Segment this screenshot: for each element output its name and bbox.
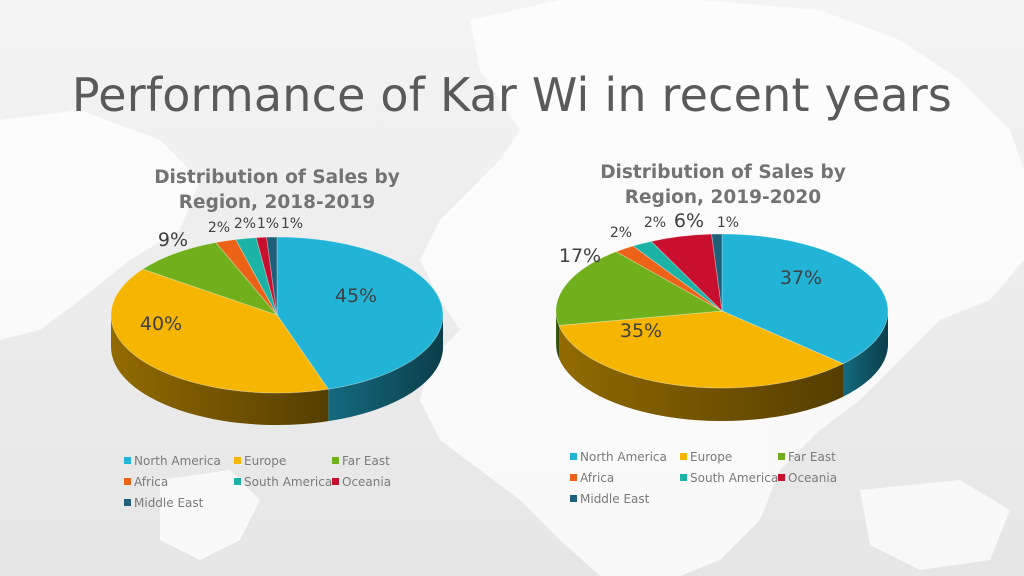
legend-swatch	[680, 453, 687, 460]
legend-item-middle-east: Middle East	[124, 496, 204, 510]
data-label-oceania: 1%	[257, 216, 279, 232]
legend-swatch	[332, 478, 339, 485]
pie-0-slices	[110, 236, 444, 425]
legend-swatch	[570, 495, 577, 502]
data-label-europe: 40%	[140, 313, 182, 335]
legend-swatch	[778, 453, 785, 460]
pie-side-shade-north-america	[843, 311, 888, 397]
legend-label: South America	[244, 475, 332, 489]
pie-slice-africa	[215, 239, 278, 316]
legend-swatch	[124, 478, 131, 485]
legend-swatch	[778, 474, 785, 481]
pie-slice-oceania	[650, 233, 723, 313]
legend-item-africa: Africa	[570, 471, 614, 485]
pie-slice-europe	[110, 268, 329, 394]
pie-slice-south-america	[632, 240, 723, 312]
data-label-europe: 35%	[620, 320, 662, 342]
chart-title-line-1: Distribution of Sales by	[154, 167, 400, 188]
legend-label: Africa	[580, 471, 614, 485]
legend-label: North America	[134, 454, 221, 468]
chart-title-line-1: Distribution of Sales by	[600, 162, 846, 183]
data-label-middle-east: 1%	[717, 215, 739, 231]
legend-item-north-america: North America	[570, 450, 667, 464]
legend-swatch	[680, 474, 687, 481]
pie-slice-middle-east	[266, 236, 278, 316]
svg-text:Region, 2018-2019: Region, 2018-2019	[179, 192, 375, 213]
legend-label: Africa	[134, 475, 168, 489]
legend-label: Oceania	[342, 475, 391, 489]
pie-slice-europe	[558, 310, 844, 389]
data-label-south-america: 2%	[234, 216, 256, 232]
pie-1-labels: 37% 35% 17% 2% 2% 6% 1%	[559, 210, 822, 342]
chart-title-line-2: Region, 2018-2019	[179, 192, 375, 213]
legend-item-europe: Europe	[234, 454, 286, 468]
legend-label: Far East	[788, 450, 836, 464]
pie-slice-oceania	[255, 236, 278, 316]
legend-swatch	[234, 457, 241, 464]
legend-item-north-america: North America	[124, 454, 221, 468]
legend-item-south-america: South America	[680, 471, 778, 485]
legend-swatch	[124, 457, 131, 464]
legend-label: North America	[580, 450, 667, 464]
pie-0-labels: 45%40%9%2% 2% 1% 1%	[140, 216, 377, 335]
data-label-north-america: 37%	[780, 267, 822, 289]
legend-swatch	[570, 474, 577, 481]
legend-item-africa: Africa	[124, 475, 168, 489]
data-label-south-america: 2%	[644, 215, 666, 231]
pie-chart-2018-2019: Distribution of Sales by Region, 2018-20…	[110, 167, 444, 510]
pie-slice-south-america	[235, 237, 278, 316]
pie-side-shade-europe	[558, 325, 844, 421]
data-label-north-america: 45%	[335, 285, 377, 307]
pie-chart-2019-2020: Distribution of Sales by Region, 2019-20…	[555, 162, 889, 506]
legend-swatch	[332, 457, 339, 464]
chart-title-line-2: Region, 2019-2020	[625, 187, 821, 208]
legend-swatch	[570, 453, 577, 460]
legend-item-far-east: Far East	[778, 450, 836, 464]
pie-slice-north-america	[721, 233, 889, 365]
data-label-oceania: 6%	[674, 210, 704, 232]
legend-label: Middle East	[134, 496, 204, 510]
data-label-africa: 2%	[610, 225, 632, 241]
slide-title: Performance of Kar Wi in recent years	[71, 68, 953, 122]
legend-swatch	[124, 499, 131, 506]
data-label-africa: 2%	[208, 220, 230, 236]
legend-item-south-america: South America	[234, 475, 332, 489]
legend-swatch	[234, 478, 241, 485]
legend-item-middle-east: Middle East	[570, 492, 650, 506]
pie-side-shade-far-east	[556, 311, 559, 359]
legend-item-oceania: Oceania	[778, 471, 837, 485]
legend-item-far-east: Far East	[332, 454, 390, 468]
legend-item-oceania: Oceania	[332, 475, 391, 489]
legend-label: Middle East	[580, 492, 650, 506]
legend-label: Europe	[244, 454, 286, 468]
pie-side-shade-europe	[110, 315, 329, 425]
pie-1-legend: North America Europe Far East Africa South A…	[570, 450, 837, 506]
legend-item-europe: Europe	[680, 450, 732, 464]
pie-1-slices	[555, 233, 889, 421]
pie-slice-far-east	[555, 251, 724, 326]
pie-slice-middle-east	[711, 233, 723, 312]
pie-side-shade-north-america	[328, 315, 443, 422]
svg-text:Distribution of Sales by: Distribution of Sales by	[600, 162, 846, 183]
legend-label: Far East	[342, 454, 390, 468]
legend-label: South America	[690, 471, 778, 485]
pie-slice-far-east	[141, 242, 279, 316]
data-label-far-east: 17%	[559, 245, 601, 267]
legend-label: Oceania	[788, 471, 837, 485]
pie-slice-africa	[615, 245, 723, 312]
svg-text:Distribution of Sales by: Distribution of Sales by	[154, 167, 400, 188]
data-label-far-east: 9%	[158, 229, 188, 251]
pie-slice-north-america	[276, 236, 444, 390]
pie-0-legend: North America Europe Far East Africa South A…	[124, 454, 391, 510]
svg-text:Region, 2019-2020: Region, 2019-2020	[625, 187, 821, 208]
data-label-middle-east: 1%	[281, 216, 303, 232]
legend-label: Europe	[690, 450, 732, 464]
